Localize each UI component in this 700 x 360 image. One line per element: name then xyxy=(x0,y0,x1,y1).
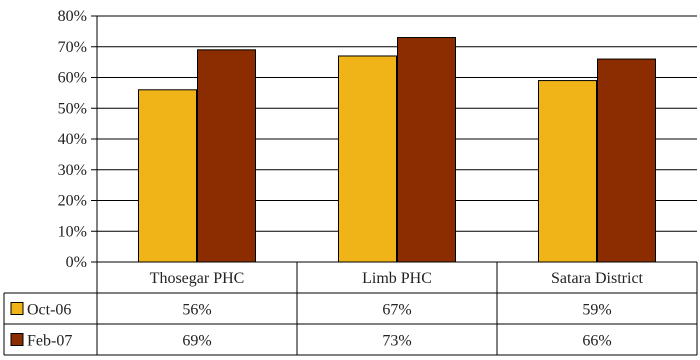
table-cell-value: 69% xyxy=(182,333,211,350)
bar-series1-0 xyxy=(138,89,197,263)
y-tick-label: 10% xyxy=(58,223,87,240)
legend-swatch xyxy=(10,302,24,315)
table-cell-value: 66% xyxy=(582,333,611,350)
bars xyxy=(138,37,656,263)
category-labels: Thosegar PHC Limb PHC Satara District xyxy=(150,270,644,287)
data-table: Oct-06 56% 67% 59% Feb-07 69% 73% 66% xyxy=(3,261,698,356)
y-tick-label: 70% xyxy=(58,39,87,56)
y-tick-label: 50% xyxy=(58,100,87,117)
category-label: Limb PHC xyxy=(362,270,432,287)
bar-series2-2 xyxy=(597,58,656,263)
y-tick-labels: 0% 10% 20% 30% 40% 50% 60% 70% 80% xyxy=(58,8,87,271)
axes xyxy=(91,15,98,263)
legend-swatch xyxy=(10,333,24,346)
y-tick-label: 40% xyxy=(58,131,87,148)
y-tick-label: 30% xyxy=(58,162,87,179)
table-cell-value: 56% xyxy=(182,302,211,319)
y-tick-label: 60% xyxy=(58,70,87,87)
bar-series1-1 xyxy=(338,55,397,263)
y-tick-label: 20% xyxy=(58,193,87,210)
legend-label: Feb-07 xyxy=(27,333,72,350)
bar-series2-1 xyxy=(397,37,456,263)
category-label: Satara District xyxy=(551,270,644,287)
y-tick-label: 80% xyxy=(58,8,87,25)
bar-series2-0 xyxy=(197,49,256,263)
table-cell-value: 73% xyxy=(382,333,411,350)
y-tick-label: 0% xyxy=(66,254,87,271)
category-label: Thosegar PHC xyxy=(150,270,245,287)
table-cell-value: 59% xyxy=(582,302,611,319)
legend-label: Oct-06 xyxy=(27,302,71,319)
table-cell-value: 67% xyxy=(382,302,411,319)
bar-series1-2 xyxy=(538,80,597,263)
